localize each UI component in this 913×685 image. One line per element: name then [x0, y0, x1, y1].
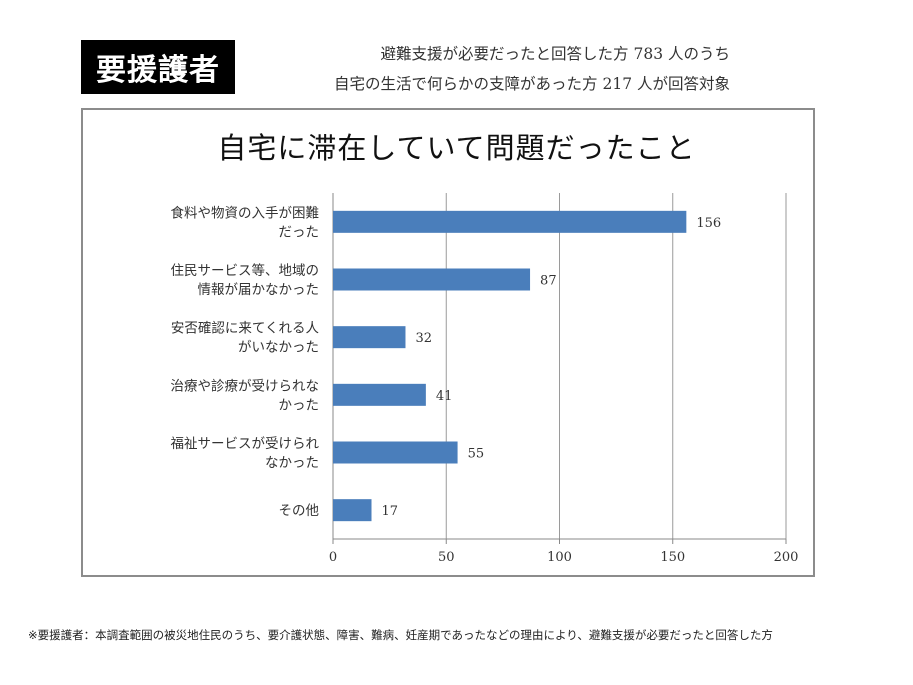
data-label-1: 87	[540, 274, 557, 289]
bar-0	[333, 210, 687, 233]
category-label-0: だった	[279, 224, 320, 240]
category-label-5: その他	[279, 503, 320, 519]
data-label-3: 41	[436, 389, 453, 404]
footnote: ※要援護者：本調査範囲の被災地住民のうち、要介護状態、障害、難病、妊産期であった…	[28, 628, 773, 642]
subtitle-line-1: 避難支援が必要だったと回答した方 783 人のうち	[380, 45, 730, 63]
chart-frame	[81, 108, 815, 577]
category-label-4: 福祉サービスが受けられ	[171, 436, 320, 452]
data-label-5: 17	[382, 504, 399, 519]
chart-title: 自宅に滞在していて問題だったこと	[217, 131, 696, 165]
category-label-2: がいなかった	[238, 340, 319, 356]
bar-4	[333, 441, 458, 464]
category-badge: 要援護者	[81, 40, 235, 94]
bar-5	[333, 499, 372, 522]
x-tick-label: 50	[438, 550, 455, 565]
data-label-4: 55	[468, 447, 485, 462]
x-tick-label: 100	[547, 550, 572, 565]
bar-2	[333, 326, 406, 349]
x-tick-label: 200	[774, 550, 799, 565]
x-tick-label: 150	[660, 550, 685, 565]
category-label-1: 情報が届かなかった	[198, 282, 320, 298]
bar-3	[333, 383, 426, 406]
category-label-3: かった	[279, 397, 320, 413]
category-label-4: なかった	[265, 455, 319, 471]
category-label-3: 治療や診療が受けられな	[171, 377, 320, 394]
data-label-0: 156	[696, 216, 721, 231]
bar-1	[333, 268, 531, 291]
category-label-1: 住民サービス等、地域の	[171, 262, 320, 279]
category-label-2: 安否確認に来てくれる人	[171, 321, 320, 337]
x-tick-label: 0	[329, 550, 337, 565]
data-label-2: 32	[415, 331, 432, 346]
category-label-0: 食料や物資の入手が困難	[171, 204, 320, 221]
subtitle-line-2: 自宅の生活で何らかの支障があった方 217 人が回答対象	[334, 75, 730, 93]
